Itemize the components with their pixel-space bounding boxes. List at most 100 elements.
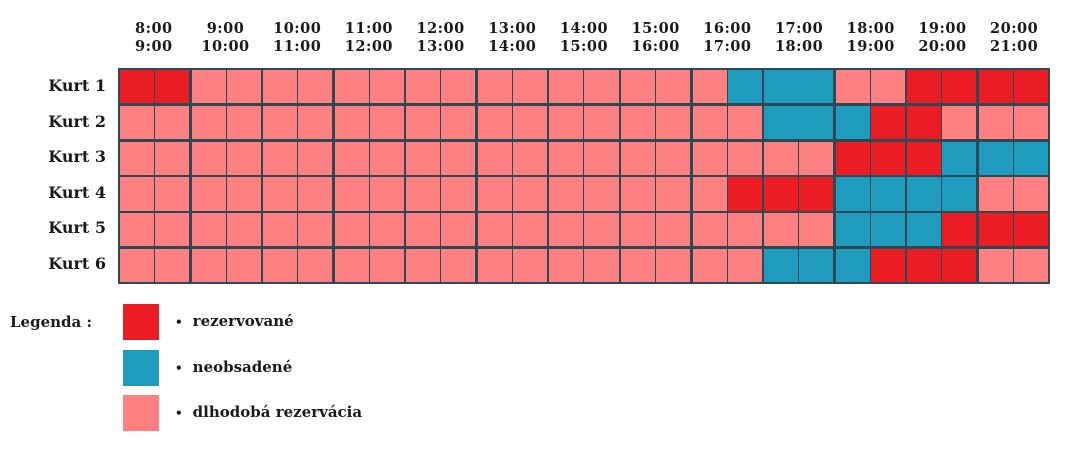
time-slot[interactable] (191, 70, 226, 104)
time-slot[interactable] (621, 105, 656, 139)
time-slot[interactable] (835, 141, 870, 175)
time-slot[interactable] (584, 248, 619, 282)
time-slot[interactable] (692, 213, 727, 247)
time-slot[interactable] (334, 177, 369, 211)
time-slot[interactable] (799, 248, 834, 282)
time-slot[interactable] (369, 248, 404, 282)
time-slot[interactable] (907, 248, 942, 282)
time-slot[interactable] (656, 141, 691, 175)
time-slot[interactable] (369, 177, 404, 211)
time-slot[interactable] (549, 177, 584, 211)
time-slot[interactable] (406, 105, 441, 139)
time-slot[interactable] (298, 177, 333, 211)
time-slot[interactable] (441, 177, 476, 211)
time-slot[interactable] (835, 213, 870, 247)
time-slot[interactable] (191, 141, 226, 175)
time-slot[interactable] (870, 141, 905, 175)
time-slot[interactable] (441, 248, 476, 282)
time-slot[interactable] (477, 248, 512, 282)
time-slot[interactable] (727, 213, 762, 247)
time-slot[interactable] (656, 177, 691, 211)
time-slot[interactable] (621, 177, 656, 211)
time-slot[interactable] (226, 105, 261, 139)
time-slot[interactable] (441, 105, 476, 139)
time-slot[interactable] (942, 70, 977, 104)
time-slot[interactable] (727, 248, 762, 282)
time-slot[interactable] (477, 105, 512, 139)
time-slot[interactable] (334, 213, 369, 247)
time-slot[interactable] (799, 213, 834, 247)
time-slot[interactable] (512, 248, 547, 282)
time-slot[interactable] (298, 105, 333, 139)
time-slot[interactable] (512, 177, 547, 211)
time-slot[interactable] (406, 248, 441, 282)
time-slot[interactable] (656, 248, 691, 282)
time-slot[interactable] (226, 248, 261, 282)
time-slot[interactable] (764, 248, 799, 282)
time-slot[interactable] (942, 105, 977, 139)
time-slot[interactable] (512, 105, 547, 139)
time-slot[interactable] (870, 105, 905, 139)
time-slot[interactable] (799, 177, 834, 211)
time-slot[interactable] (978, 248, 1013, 282)
time-slot[interactable] (692, 141, 727, 175)
time-slot[interactable] (656, 105, 691, 139)
time-slot[interactable] (656, 213, 691, 247)
time-slot[interactable] (226, 213, 261, 247)
time-slot[interactable] (549, 141, 584, 175)
time-slot[interactable] (978, 213, 1013, 247)
time-slot[interactable] (549, 248, 584, 282)
time-slot[interactable] (978, 70, 1013, 104)
time-slot[interactable] (512, 70, 547, 104)
time-slot[interactable] (334, 70, 369, 104)
time-slot[interactable] (298, 141, 333, 175)
time-slot[interactable] (549, 105, 584, 139)
time-slot[interactable] (477, 177, 512, 211)
time-slot[interactable] (334, 105, 369, 139)
time-slot[interactable] (369, 105, 404, 139)
time-slot[interactable] (621, 248, 656, 282)
time-slot[interactable] (263, 177, 298, 211)
time-slot[interactable] (155, 105, 190, 139)
time-slot[interactable] (334, 141, 369, 175)
time-slot[interactable] (191, 213, 226, 247)
time-slot[interactable] (120, 248, 155, 282)
time-slot[interactable] (298, 213, 333, 247)
time-slot[interactable] (584, 105, 619, 139)
time-slot[interactable] (942, 248, 977, 282)
time-slot[interactable] (942, 141, 977, 175)
time-slot[interactable] (907, 105, 942, 139)
time-slot[interactable] (764, 141, 799, 175)
time-slot[interactable] (1013, 213, 1048, 247)
time-slot[interactable] (584, 213, 619, 247)
time-slot[interactable] (727, 177, 762, 211)
time-slot[interactable] (155, 213, 190, 247)
time-slot[interactable] (120, 177, 155, 211)
time-slot[interactable] (334, 248, 369, 282)
time-slot[interactable] (406, 70, 441, 104)
time-slot[interactable] (549, 213, 584, 247)
time-slot[interactable] (978, 105, 1013, 139)
time-slot[interactable] (155, 248, 190, 282)
time-slot[interactable] (978, 141, 1013, 175)
time-slot[interactable] (441, 213, 476, 247)
time-slot[interactable] (727, 70, 762, 104)
time-slot[interactable] (727, 141, 762, 175)
time-slot[interactable] (1013, 105, 1048, 139)
time-slot[interactable] (298, 70, 333, 104)
time-slot[interactable] (727, 105, 762, 139)
time-slot[interactable] (155, 177, 190, 211)
time-slot[interactable] (835, 105, 870, 139)
time-slot[interactable] (692, 105, 727, 139)
time-slot[interactable] (191, 105, 226, 139)
time-slot[interactable] (191, 248, 226, 282)
time-slot[interactable] (120, 213, 155, 247)
time-slot[interactable] (584, 70, 619, 104)
time-slot[interactable] (621, 141, 656, 175)
time-slot[interactable] (1013, 248, 1048, 282)
time-slot[interactable] (512, 141, 547, 175)
time-slot[interactable] (191, 177, 226, 211)
time-slot[interactable] (441, 141, 476, 175)
time-slot[interactable] (369, 141, 404, 175)
time-slot[interactable] (369, 70, 404, 104)
